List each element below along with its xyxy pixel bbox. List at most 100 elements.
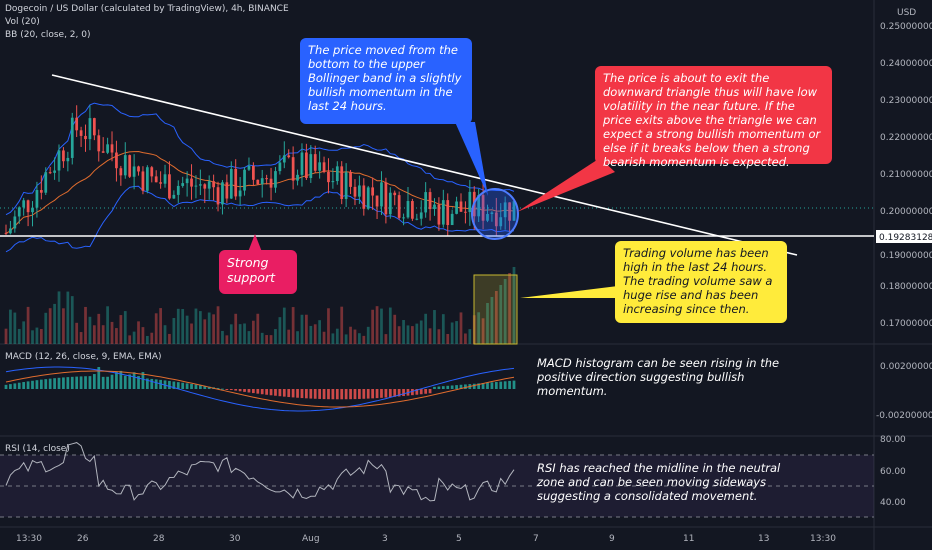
macd-histogram-bar xyxy=(70,376,74,389)
macd-histogram-bar xyxy=(13,383,17,389)
price-tick: 0.24000000 xyxy=(880,59,932,69)
candle-body xyxy=(375,195,379,207)
macd-histogram-bar xyxy=(185,383,189,389)
candle-body xyxy=(340,166,344,200)
volume-bar xyxy=(331,333,335,344)
volume-bar xyxy=(53,303,56,344)
macd-histogram-bar xyxy=(287,389,291,398)
volume-bar xyxy=(75,322,79,344)
candle-body xyxy=(115,152,118,169)
macd-histogram-bar xyxy=(291,389,295,398)
macd-histogram-bar xyxy=(176,382,180,389)
volume-bar xyxy=(455,321,458,344)
macd-histogram-bar xyxy=(243,389,246,392)
candle-body xyxy=(402,217,405,219)
candle-body xyxy=(362,185,366,209)
volume-bar xyxy=(512,267,516,344)
macd-histogram-bar xyxy=(477,383,481,389)
macd-histogram-bar xyxy=(44,379,48,389)
macd-histogram-bar xyxy=(216,387,220,389)
time-tick: 7 xyxy=(533,534,539,544)
macd-histogram-bar xyxy=(441,386,445,389)
candle-body xyxy=(145,167,149,191)
volume-bar xyxy=(31,330,34,344)
macd-histogram-bar xyxy=(79,376,83,389)
volume-annotation[interactable]: Trading volume has been high in the last… xyxy=(615,241,787,323)
bollinger-annotation[interactable]: The price moved from the bottom to the u… xyxy=(300,38,472,124)
macd-histogram-bar xyxy=(437,386,441,389)
macd-histogram-bar xyxy=(353,389,357,400)
macd-histogram-bar xyxy=(128,374,132,389)
volume-bar xyxy=(26,306,30,344)
macd-histogram-bar xyxy=(428,389,432,394)
macd-histogram-bar xyxy=(203,385,207,389)
time-axis: 13:30 26 28 30 Aug 3 5 7 9 11 13 13:30 xyxy=(16,534,836,544)
volume-bar xyxy=(101,325,105,344)
candle-body xyxy=(388,192,392,215)
candle-body xyxy=(287,155,291,158)
volume-bar xyxy=(154,313,158,344)
macd-indicator-label[interactable]: MACD (12, 26, close, 9, EMA, EMA) xyxy=(5,352,162,362)
volume-bar xyxy=(141,327,145,344)
price-tick: 0.17000000 xyxy=(880,319,932,329)
candle-body xyxy=(110,144,114,153)
macd-histogram-bar xyxy=(278,389,282,397)
macd-histogram-bar xyxy=(508,380,511,389)
volume-bar xyxy=(243,323,246,344)
volume-bar xyxy=(468,329,472,344)
candle-body xyxy=(477,195,481,217)
candle-body xyxy=(274,171,277,188)
volume-bar xyxy=(203,319,207,344)
candle-body xyxy=(366,187,370,209)
volume-bar xyxy=(300,314,304,344)
candle-body xyxy=(216,187,220,205)
volume-bar xyxy=(92,325,96,344)
price-tick: 0.23000000 xyxy=(880,96,932,106)
support-annotation[interactable]: Strong support xyxy=(219,250,297,294)
candle-body xyxy=(198,184,202,186)
triangle-trendline[interactable] xyxy=(51,74,798,256)
macd-histogram-bar xyxy=(366,389,370,399)
volume-bar xyxy=(137,321,140,344)
candle-body xyxy=(66,157,70,162)
macd-histogram-bar xyxy=(269,389,273,396)
volume-bar xyxy=(508,273,511,344)
candle-body xyxy=(393,192,397,196)
volume-bar xyxy=(62,308,65,344)
volume-bars-layer xyxy=(4,267,516,344)
volume-bar xyxy=(305,314,308,344)
price-tick: 0.25000000 xyxy=(880,22,932,32)
macd-histogram-bar xyxy=(31,380,34,389)
macd-histogram-bar xyxy=(194,384,198,389)
macd-histogram-bar xyxy=(110,374,114,389)
candle-body xyxy=(79,130,83,136)
candle-body xyxy=(305,152,308,178)
triangle-annotation[interactable]: The price is about to exit the downward … xyxy=(595,66,832,169)
candle-body xyxy=(123,155,127,176)
volume-bar xyxy=(388,307,392,344)
macd-histogram-bar xyxy=(384,389,388,398)
macd-histogram-bar xyxy=(459,384,463,389)
candle-body xyxy=(433,204,436,210)
macd-histogram-bar xyxy=(48,378,52,389)
macd-histogram-bar xyxy=(141,372,145,389)
macd-histogram-bar xyxy=(225,389,229,390)
volume-bar xyxy=(221,330,224,344)
volume-bar xyxy=(198,311,202,344)
volume-bar xyxy=(464,333,467,344)
candle-body xyxy=(260,178,264,185)
candle-body xyxy=(150,167,154,177)
macd-histogram-bar xyxy=(472,383,476,389)
volume-indicator-label[interactable]: Vol (20) xyxy=(5,17,40,27)
macd-histogram-bar xyxy=(256,389,260,394)
candle-body xyxy=(159,182,162,184)
candle-body xyxy=(397,195,401,218)
candle-body xyxy=(88,118,92,140)
rsi-indicator-label[interactable]: RSI (14, close) xyxy=(5,444,70,454)
macd-histogram-bar xyxy=(137,376,140,389)
volume-bar xyxy=(415,323,419,344)
bollinger-indicator-label[interactable]: BB (20, close, 2, 0) xyxy=(5,30,91,40)
candle-body xyxy=(247,165,251,170)
macd-histogram-bar xyxy=(424,389,428,394)
